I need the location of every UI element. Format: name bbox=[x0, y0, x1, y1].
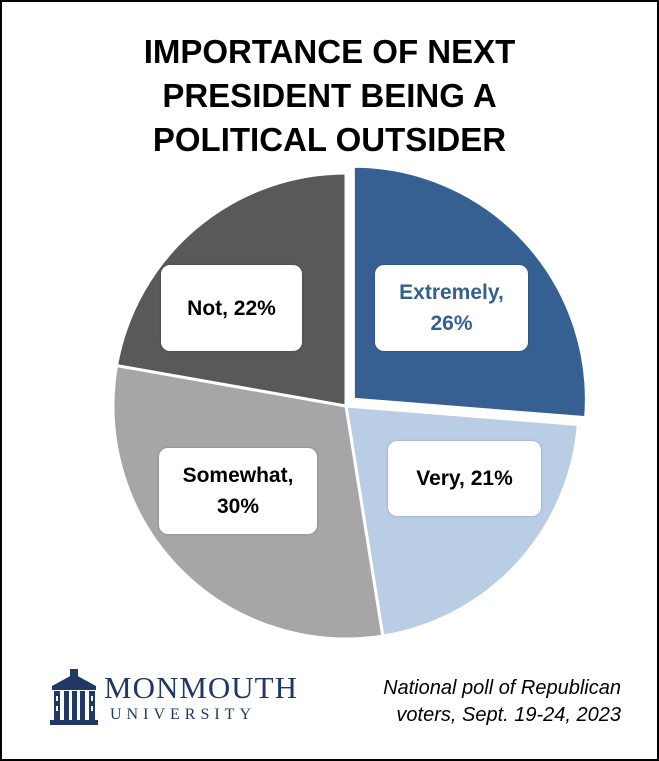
slice-label-very: Very, 21% bbox=[388, 441, 541, 516]
chart-title: IMPORTANCE OF NEXT PRESIDENT BEING A POL… bbox=[143, 33, 516, 158]
monmouth-hall-building-icon bbox=[50, 669, 98, 725]
slice-label-somewhat: Somewhat, 30% bbox=[159, 448, 317, 534]
slice-label-extremely: Extremely, 26% bbox=[375, 265, 528, 351]
source-note-line-2: voters, Sept. 19-24, 2023 bbox=[396, 704, 621, 726]
slice-label-not: Not, 22% bbox=[161, 265, 302, 351]
source-note: National poll of Republican voters, Sept… bbox=[321, 675, 621, 729]
logo-subtitle: UNIVERSITY bbox=[110, 706, 256, 723]
logo-name: MONMOUTH bbox=[104, 670, 298, 705]
monmouth-logo: MONMOUTH UNIVERSITY bbox=[48, 668, 308, 728]
source-note-line-1: National poll of Republican bbox=[383, 677, 621, 699]
